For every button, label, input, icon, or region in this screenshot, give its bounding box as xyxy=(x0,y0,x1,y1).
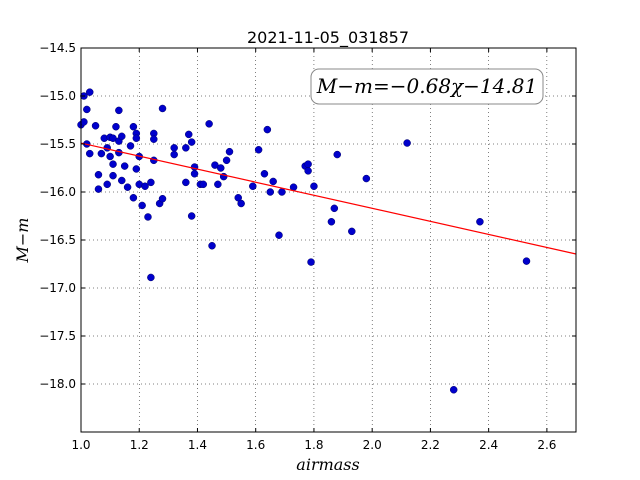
y-tick-label: −16.0 xyxy=(39,185,76,199)
data-point xyxy=(144,213,152,221)
data-point xyxy=(184,130,193,139)
data-point xyxy=(187,138,196,146)
data-point xyxy=(103,180,111,189)
data-point xyxy=(147,273,155,282)
y-tick-label: −15.5 xyxy=(39,137,76,151)
data-point xyxy=(190,170,199,178)
data-point xyxy=(217,164,225,172)
data-point xyxy=(310,182,318,190)
data-point xyxy=(94,185,103,193)
y-tick-label: −14.5 xyxy=(39,41,76,55)
data-point xyxy=(147,178,155,187)
data-point xyxy=(141,182,149,190)
data-point xyxy=(158,104,167,113)
y-tick-label: −17.5 xyxy=(39,329,76,343)
y-tick-label: −18.0 xyxy=(39,377,76,391)
data-point xyxy=(126,142,135,150)
data-point xyxy=(97,149,106,158)
data-point xyxy=(150,135,158,143)
data-point xyxy=(182,178,190,187)
data-point xyxy=(449,386,458,394)
data-point xyxy=(85,149,94,158)
data-point xyxy=(129,194,138,202)
data-point xyxy=(476,218,484,226)
data-point xyxy=(403,139,411,147)
data-point xyxy=(327,218,336,226)
data-point xyxy=(225,147,234,156)
y-tick-label: −17.0 xyxy=(39,281,76,295)
data-point xyxy=(362,174,371,183)
data-point xyxy=(132,134,141,142)
data-points xyxy=(77,88,531,394)
x-tick-label: 2.6 xyxy=(537,438,556,452)
data-point xyxy=(187,212,196,220)
data-point xyxy=(118,176,126,185)
data-point xyxy=(109,171,117,180)
data-point xyxy=(106,152,114,161)
data-point xyxy=(278,188,286,196)
data-point xyxy=(123,183,132,191)
data-point xyxy=(138,201,146,210)
data-point xyxy=(333,150,341,159)
data-point xyxy=(266,188,275,196)
data-point xyxy=(115,106,123,115)
x-tick-label: 2.2 xyxy=(421,438,440,452)
data-point xyxy=(222,156,231,165)
plot-area xyxy=(77,47,577,433)
fit-line xyxy=(80,142,577,255)
x-tick-label: 1.8 xyxy=(304,438,323,452)
y-axis-label: M−m xyxy=(13,218,32,264)
data-point xyxy=(118,132,126,141)
grid-lines xyxy=(80,47,576,432)
data-point xyxy=(304,160,312,168)
data-point xyxy=(307,258,315,266)
x-tick-label: 1.6 xyxy=(246,438,265,452)
data-point xyxy=(120,162,129,170)
data-point xyxy=(260,170,269,178)
data-point xyxy=(94,170,103,179)
data-point xyxy=(205,120,213,128)
y-tick-label: −16.5 xyxy=(39,233,76,247)
x-tick-label: 1.4 xyxy=(188,438,207,452)
data-point xyxy=(112,122,120,131)
data-point xyxy=(249,182,257,190)
data-point xyxy=(80,118,88,126)
fit-line-group xyxy=(80,142,577,255)
data-point xyxy=(254,146,263,154)
data-point xyxy=(214,180,222,189)
y-tick-label: −15.0 xyxy=(39,89,76,103)
tick-labels: 1.0 1.2 1.4 1.6 1.8 2.0 2.2 2.4 2.6 −14.5 −15.0 −15… xyxy=(39,41,556,452)
data-point xyxy=(158,194,167,203)
data-point xyxy=(129,122,138,131)
x-tick-label: 1.0 xyxy=(71,438,90,452)
data-point xyxy=(132,165,141,173)
annotation-text: M−m=−0.68χ−14.81 xyxy=(316,74,537,98)
data-point xyxy=(263,125,272,134)
data-point xyxy=(330,204,339,213)
x-axis-label: airmass xyxy=(296,455,359,474)
data-point xyxy=(522,257,531,265)
data-point xyxy=(170,144,178,152)
data-point xyxy=(83,105,91,114)
axis-ticks xyxy=(80,47,576,432)
data-point xyxy=(91,122,100,130)
x-tick-label: 1.2 xyxy=(130,438,149,452)
data-point xyxy=(85,88,94,96)
x-tick-label: 2.0 xyxy=(363,438,382,452)
data-point xyxy=(182,144,190,152)
data-point xyxy=(269,177,277,186)
chart-title: 2021-11-05_031857 xyxy=(247,28,409,48)
annotation-box xyxy=(310,68,544,105)
data-point xyxy=(348,227,356,236)
data-point xyxy=(199,180,208,189)
data-point xyxy=(237,199,245,208)
data-point xyxy=(109,160,117,168)
x-tick-label: 2.4 xyxy=(479,438,498,452)
data-point xyxy=(170,150,178,159)
fit-annotation: M−m=−0.68χ−14.81 xyxy=(310,68,544,105)
data-point xyxy=(304,167,312,175)
data-point xyxy=(275,231,283,239)
data-point xyxy=(208,242,216,250)
